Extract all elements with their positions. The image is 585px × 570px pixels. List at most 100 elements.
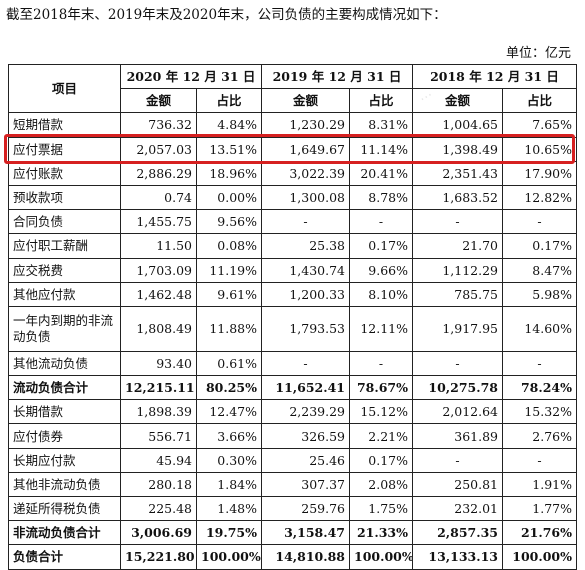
amount-cell: 1,808.49 (120, 305, 197, 352)
row-label: 非流动负债合计 (8, 520, 121, 546)
amount-cell: 1,898.39 (120, 399, 197, 425)
amount-cell: 11.50 (120, 233, 197, 259)
ratio-cell: 1.91% (502, 471, 577, 498)
table-row: 长期应付款 45.94 0.30% 25.46 0.17% - - (8, 447, 577, 473)
amount-cell: 225.48 (120, 495, 197, 522)
table-row: 其他流动负债 93.40 0.61% - - - - (8, 350, 577, 377)
ratio-cell: 78.67% (349, 375, 413, 401)
table-row: 短期借款 736.32 4.84% 1,230.29 8.31% 1,004.65 7.65… (8, 112, 577, 138)
ratio-cell: 2.21% (349, 423, 413, 449)
row-label: 应付账款 (8, 160, 121, 186)
ratio-cell: 0.08% (196, 233, 262, 259)
amount-cell: 232.01 (412, 495, 503, 522)
ratio-cell: - (502, 209, 577, 235)
table-row: 一年内到期的非流动负债 1,808.49 11.88% 1,793.53 12.11% 1… (8, 305, 577, 352)
header-item: 项目 (8, 63, 121, 114)
ratio-cell: 7.65% (502, 112, 577, 138)
amount-cell: 14,810.88 (261, 544, 350, 570)
ratio-cell: 12.82% (502, 184, 577, 211)
ratio-cell: - (502, 447, 577, 473)
row-label: 应付职工薪酬 (8, 233, 121, 259)
row-label: 应付债券 (8, 423, 121, 449)
ratio-cell: 11.14% (349, 136, 413, 162)
amount-cell: 1,398.49 (412, 136, 503, 162)
ratio-cell: 3.66% (196, 423, 262, 449)
subheader-amount: 金额 (120, 88, 197, 114)
row-label: 其他应付款 (8, 281, 121, 307)
amount-cell: 307.37 (261, 471, 350, 498)
amount-cell: 1,200.33 (261, 281, 350, 307)
ratio-cell: 12.11% (349, 305, 413, 352)
amount-cell: 1,004.65 (412, 112, 503, 138)
amount-cell: 1,649.67 (261, 136, 350, 162)
amount-cell: 3,022.39 (261, 160, 350, 186)
row-label: 流动负债合计 (8, 375, 121, 401)
amount-cell: 280.18 (120, 471, 197, 498)
subheader-amount: 金额 (261, 88, 350, 114)
amount-cell: - (412, 209, 503, 235)
amount-cell: 2,012.64 (412, 399, 503, 425)
ratio-cell: 1.84% (196, 471, 262, 498)
amount-cell: 2,857.35 (412, 520, 503, 546)
ratio-cell: 78.24% (502, 375, 577, 401)
ratio-cell: 9.56% (196, 209, 262, 235)
row-label: 负债合计 (8, 544, 121, 570)
subheader-amount: 金额 (412, 88, 503, 114)
ratio-cell: 80.25% (196, 375, 262, 401)
amount-cell: 21.70 (412, 233, 503, 259)
table-row: 长期借款 1,898.39 12.47% 2,239.29 15.12% 2,012.64… (8, 399, 577, 425)
ratio-cell: 17.90% (502, 160, 577, 186)
ratio-cell: 11.88% (196, 305, 262, 352)
ratio-cell: 8.10% (349, 281, 413, 307)
amount-cell: - (412, 447, 503, 473)
row-label: 一年内到期的非流动负债 (8, 305, 121, 352)
table-row: 合同负债 1,455.75 9.56% - - - - (8, 209, 577, 235)
amount-cell: 259.76 (261, 495, 350, 522)
ratio-cell: 0.61% (196, 350, 262, 377)
amount-cell: 25.38 (261, 233, 350, 259)
ratio-cell: 0.00% (196, 184, 262, 211)
amount-cell: 0.74 (120, 184, 197, 211)
row-label: 应交税费 (8, 257, 121, 283)
amount-cell: 250.81 (412, 471, 503, 498)
amount-cell: 785.75 (412, 281, 503, 307)
ratio-cell: - (349, 350, 413, 377)
table-row: 应付票据 2,057.03 13.51% 1,649.67 11.14% 1,398.49… (8, 136, 577, 162)
table-row: 应付职工薪酬 11.50 0.08% 25.38 0.17% 21.70 0.17% (8, 233, 577, 259)
ratio-cell: 8.31% (349, 112, 413, 138)
amount-cell: 1,462.48 (120, 281, 197, 307)
row-label: 应付票据 (8, 136, 121, 162)
ratio-cell: 13.51% (196, 136, 262, 162)
table-row: 其他应付款 1,462.48 9.61% 1,200.33 8.10% 785.75 5.9… (8, 281, 577, 307)
amount-cell: 15,221.80 (120, 544, 197, 570)
amount-cell: 25.46 (261, 447, 350, 473)
row-label: 合同负债 (8, 209, 121, 235)
ratio-cell: 0.30% (196, 447, 262, 473)
amount-cell: 10,275.78 (412, 375, 503, 401)
amount-cell: 736.32 (120, 112, 197, 138)
amount-cell: 3,006.69 (120, 520, 197, 546)
ratio-cell: 21.33% (349, 520, 413, 546)
subheader-ratio: 占比 (196, 88, 262, 114)
ratio-cell: 12.47% (196, 399, 262, 425)
row-label: 长期应付款 (8, 447, 121, 473)
ratio-cell: 4.84% (196, 112, 262, 138)
table-row: 负债合计 15,221.80 100.00% 14,810.88 100.00% 13,1… (8, 544, 577, 570)
row-label: 其他流动负债 (8, 350, 121, 377)
ratio-cell: 18.96% (196, 160, 262, 186)
liability-table: 项目 2020 年 12 月 31 日 2019 年 12 月 31 日 201… (8, 63, 577, 570)
table-row: 递延所得税负债 225.48 1.48% 259.76 1.75% 232.01 1.77% (8, 495, 577, 522)
table-row: 非流动负债合计 3,006.69 19.75% 3,158.47 21.33% 2,857… (8, 520, 577, 546)
ratio-cell: 15.32% (502, 399, 577, 425)
header-period-2020: 2020 年 12 月 31 日 (120, 63, 262, 90)
ratio-cell: 0.17% (349, 233, 413, 259)
amount-cell: 2,239.29 (261, 399, 350, 425)
row-label: 预收款项 (8, 184, 121, 211)
ratio-cell: 20.41% (349, 160, 413, 186)
header-period-2019: 2019 年 12 月 31 日 (261, 63, 413, 90)
subheader-ratio: 占比 (349, 88, 413, 114)
ratio-cell: 0.17% (502, 233, 577, 259)
amount-cell: - (412, 350, 503, 377)
subheader-ratio: 占比 (502, 88, 577, 114)
ratio-cell: 1.48% (196, 495, 262, 522)
